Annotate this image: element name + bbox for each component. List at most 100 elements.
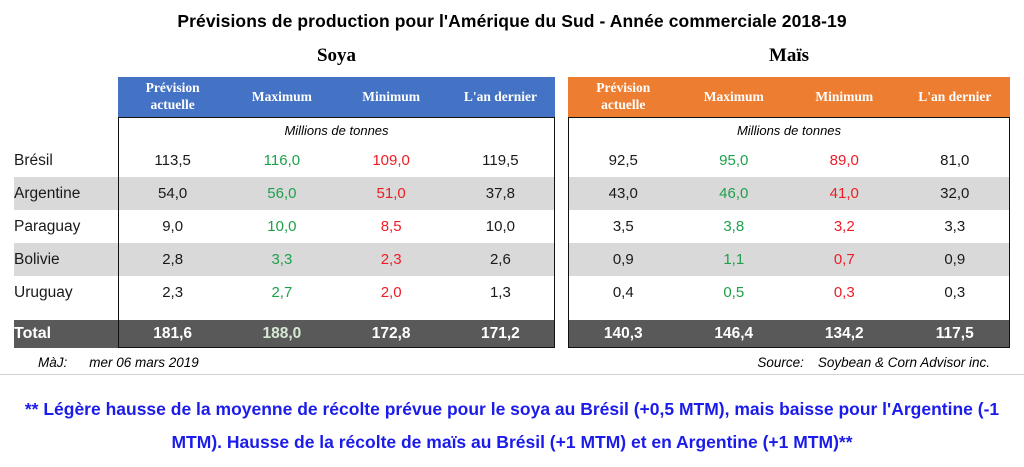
value-cell-min: 0,3: [833, 284, 855, 301]
value-cell-max: 3,8: [723, 218, 745, 235]
value-cell-max: 56,0: [267, 185, 297, 202]
value-cell-max: 116,0: [263, 152, 301, 169]
units-row-spacer: [14, 117, 118, 144]
value-cell-min: 2,3: [380, 251, 402, 268]
soya-values: 54,0 56,0 51,0 37,8: [118, 177, 555, 210]
value-cell-max: 10,0: [267, 218, 297, 235]
column-header: Maximum: [251, 88, 312, 104]
total-cell: 146,4: [714, 325, 754, 342]
value-cell-min: 3,2: [833, 218, 855, 235]
table-gap: [555, 243, 568, 276]
total-cell: 134,2: [824, 325, 864, 342]
value-cell: 81,0: [940, 152, 970, 169]
header-row-spacer: [14, 77, 118, 117]
value-cell-max: 0,5: [723, 284, 745, 301]
total-label: Total: [14, 320, 118, 348]
header-row: Prévision actuelle Maximum Minimum L'an …: [0, 77, 1024, 117]
mais-values: 0,4 0,5 0,3 0,3: [568, 276, 1010, 309]
value-cell: 113,5: [154, 152, 191, 169]
value-cell-min: 89,0: [829, 152, 859, 169]
soya-header: Prévision actuelle Maximum Minimum L'an …: [118, 77, 555, 117]
mais-header: Prévision actuelle Maximum Minimum L'an …: [568, 77, 1010, 117]
value-cell: 32,0: [940, 185, 970, 202]
table-gap: [555, 177, 568, 210]
value-cell-min: 2,0: [380, 284, 402, 301]
row-label: Paraguay: [14, 217, 81, 235]
value-cell: 3,3: [944, 218, 966, 235]
table-row-paraguay: Paraguay 9,0 10,0 8,5 10,0 3,5 3,8 3,2 3…: [0, 210, 1024, 243]
row-label: Argentine: [14, 177, 118, 210]
mais-values: 43,0 46,0 41,0 32,0: [568, 177, 1010, 210]
meta-row: MàJ: mer 06 mars 2019 Source: Soybean & …: [0, 351, 1024, 375]
table-row-total: Total 181,6 188,0 172,8 171,2 140,3 146,…: [0, 320, 1024, 348]
table-block: Prévision actuelle Maximum Minimum L'an …: [0, 77, 1024, 348]
table-gap: [555, 117, 568, 144]
table-row-bresil: Brésil 113,5 116,0 109,0 119,5 92,5 95,0…: [0, 144, 1024, 177]
soya-values: 9,0 10,0 8,5 10,0: [118, 210, 555, 243]
value-cell: 0,4: [612, 284, 634, 301]
column-header: Minimum: [362, 88, 420, 104]
spacer-row: [0, 309, 1024, 320]
column-header: Prévision actuelle: [145, 80, 200, 112]
source-info: Source: Soybean & Corn Advisor inc.: [757, 355, 1024, 370]
value-cell: 9,0: [162, 218, 184, 235]
value-cell-max: 95,0: [719, 152, 749, 169]
row-label: Bolivie: [14, 243, 118, 276]
mais-total-values: 140,3 146,4 134,2 117,5: [568, 320, 1010, 348]
total-cell: 181,6: [153, 325, 193, 342]
value-cell-max: 3,3: [271, 251, 293, 268]
value-cell: 92,5: [608, 152, 638, 169]
source-label: Source:: [757, 355, 804, 370]
value-cell: 0,9: [944, 251, 966, 268]
mais-values: 92,5 95,0 89,0 81,0: [568, 144, 1010, 177]
soya-values: 2,3 2,7 2,0 1,3: [118, 276, 555, 309]
group-label-mais: Maïs: [768, 45, 810, 66]
units-label: Millions de tonnes: [736, 123, 842, 138]
soya-values: 113,5 116,0 109,0 119,5: [118, 144, 555, 177]
row-label: Uruguay: [14, 283, 73, 301]
total-cell-max: 188,0: [262, 325, 302, 342]
table-gap: [555, 144, 568, 177]
value-cell: 37,8: [485, 185, 515, 202]
mais-units: Millions de tonnes: [568, 117, 1010, 144]
value-cell-min: 0,7: [833, 251, 855, 268]
soya-units: Millions de tonnes: [118, 117, 555, 144]
mais-values: 0,9 1,1 0,7 0,9: [568, 243, 1010, 276]
value-cell-max: 46,0: [719, 185, 749, 202]
value-cell: 3,5: [612, 218, 634, 235]
update-label: MàJ:: [38, 355, 68, 370]
value-cell: 2,8: [162, 251, 184, 268]
page-title: Prévisions de production pour l'Amérique…: [177, 11, 847, 31]
table-row-bolivie: Bolivie 2,8 3,3 2,3 2,6 0,9 1,1 0,7 0,9: [0, 243, 1024, 276]
value-cell-max: 1,1: [723, 251, 745, 268]
units-label: Millions de tonnes: [284, 123, 389, 138]
soya-values: 2,8 3,3 2,3 2,6: [118, 243, 555, 276]
analysis-note: ** Légère hausse de la moyenne de récolt…: [24, 399, 1000, 452]
soya-total-values: 181,6 188,0 172,8 171,2: [118, 320, 555, 348]
column-header: L'an dernier: [463, 88, 537, 104]
value-cell: 0,9: [612, 251, 634, 268]
mais-values: 3,5 3,8 3,2 3,3: [568, 210, 1010, 243]
value-cell: 10,0: [485, 218, 515, 235]
update-info: MàJ: mer 06 mars 2019: [0, 355, 199, 370]
column-header: Maximum: [703, 88, 764, 104]
row-label: Brésil: [14, 151, 53, 169]
value-cell-min: 109,0: [372, 152, 410, 169]
group-label-soya: Soya: [316, 45, 357, 66]
value-cell-max: 2,7: [271, 284, 293, 301]
total-cell: 117,5: [935, 325, 974, 342]
value-cell: 0,3: [944, 284, 966, 301]
table-gap: [555, 320, 568, 348]
value-cell: 2,6: [489, 251, 511, 268]
source-value: Soybean & Corn Advisor inc.: [817, 355, 990, 370]
value-cell-min: 8,5: [380, 218, 402, 235]
table-gap: [555, 77, 568, 117]
table-row-argentine: Argentine 54,0 56,0 51,0 37,8 43,0 46,0 …: [0, 177, 1024, 210]
value-cell: 54,0: [158, 185, 188, 202]
total-cell: 140,3: [603, 325, 643, 342]
units-row: Millions de tonnes Millions de tonnes: [0, 117, 1024, 144]
table-gap: [555, 210, 568, 243]
value-cell-min: 51,0: [376, 185, 406, 202]
value-cell: 119,5: [482, 152, 519, 169]
